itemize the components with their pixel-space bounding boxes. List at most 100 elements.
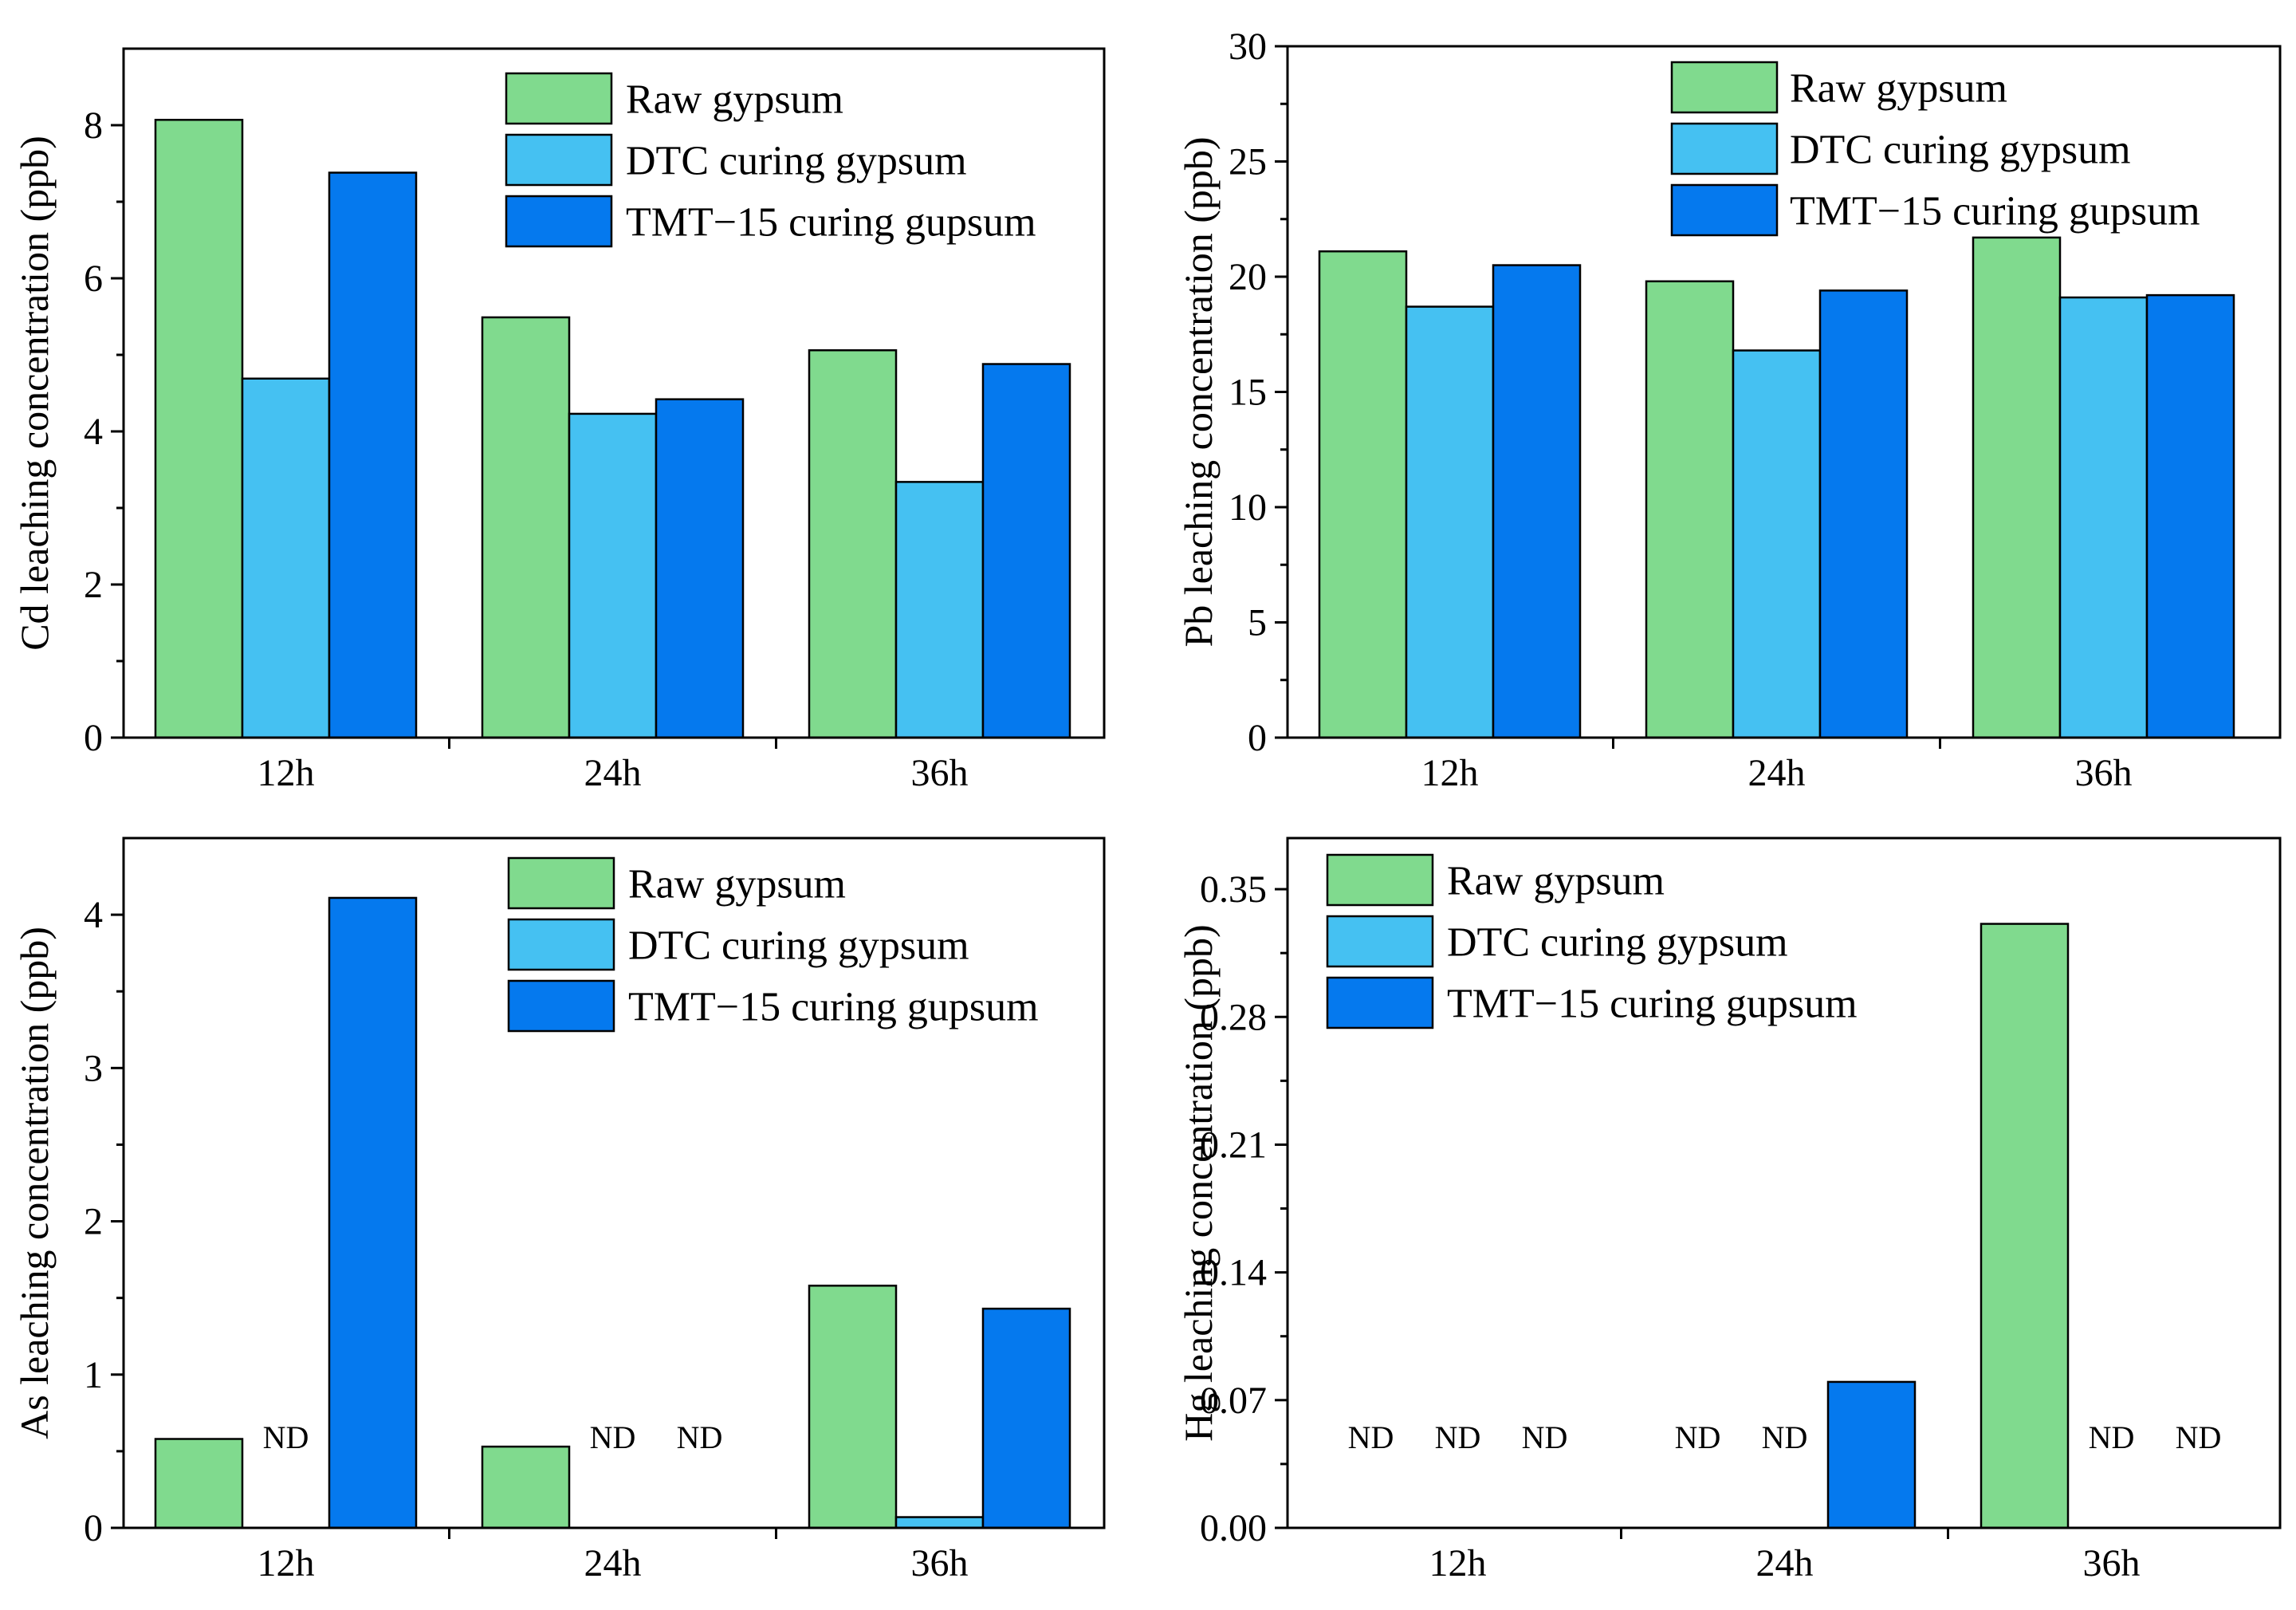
y-tick-label: 30 bbox=[1229, 26, 1267, 68]
legend-label-raw: Raw gypsum bbox=[1790, 66, 2007, 112]
bar-raw-12h bbox=[1318, 250, 1408, 739]
legend-swatch-raw bbox=[505, 72, 613, 125]
legend-label-tmt: TMT−15 curing gupsum bbox=[1790, 189, 2200, 234]
legend-swatch-tmt bbox=[505, 195, 613, 248]
x-tick-label-36h: 36h bbox=[911, 1542, 969, 1584]
plot-frame bbox=[1286, 836, 2282, 1529]
plot-frame bbox=[122, 47, 1106, 739]
y-tick-label: 0.07 bbox=[1200, 1380, 1267, 1422]
legend-label-dtc: DTC curing gypsum bbox=[1447, 920, 1788, 966]
y-axis-title: Hg leaching concentration (ppb) bbox=[1176, 924, 1221, 1441]
y-tick-label: 15 bbox=[1229, 372, 1267, 414]
y-tick-label: 4 bbox=[84, 894, 103, 936]
legend-label-raw: Raw gypsum bbox=[628, 862, 846, 907]
bar-tmt-36h bbox=[2145, 293, 2235, 739]
bar-raw-12h bbox=[154, 119, 244, 739]
y-tick-label: 0 bbox=[84, 1507, 103, 1549]
x-tick-label-24h: 24h bbox=[584, 1542, 642, 1584]
y-tick-label: 2 bbox=[84, 564, 103, 606]
chart-panel-1: 0 2 4 6 8 12h 24h 36h Cd leaching concentration … bbox=[12, 47, 1106, 794]
bar-raw-24h bbox=[481, 316, 571, 739]
bar-raw-12h bbox=[154, 1438, 244, 1529]
bar-raw-36h bbox=[808, 348, 898, 739]
x-tick-label-24h: 24h bbox=[584, 752, 642, 794]
y-tick-label: 0 bbox=[1248, 717, 1267, 759]
x-tick-label-24h: 24h bbox=[1756, 1542, 1814, 1584]
bar-dtc-24h bbox=[568, 412, 658, 739]
y-tick-label: 0.28 bbox=[1200, 996, 1267, 1038]
legend-swatch-dtc bbox=[507, 918, 615, 971]
y-tick-label: 2 bbox=[84, 1201, 103, 1243]
legend-label-dtc: DTC curing gypsum bbox=[628, 923, 969, 969]
bar-raw-36h bbox=[1972, 236, 2062, 739]
bar-tmt-24h bbox=[1818, 289, 1909, 739]
bar-dtc-36h bbox=[894, 1516, 985, 1529]
y-tick-label: 25 bbox=[1229, 141, 1267, 183]
y-tick-label: 5 bbox=[1248, 602, 1267, 644]
legend-swatch-dtc bbox=[1326, 915, 1434, 968]
bar-dtc-12h bbox=[1405, 305, 1495, 739]
bar-tmt-36h bbox=[981, 363, 1071, 739]
nd-label-tmt-12h: ND bbox=[1522, 1419, 1568, 1455]
bar-dtc-12h bbox=[241, 377, 331, 739]
bar-tmt-12h bbox=[328, 896, 418, 1529]
nd-label-dtc-36h: ND bbox=[2089, 1419, 2135, 1455]
y-tick-label: 8 bbox=[84, 104, 103, 147]
legend-label-tmt: TMT−15 curing gupsum bbox=[628, 985, 1039, 1030]
x-tick-label-12h: 12h bbox=[258, 1542, 315, 1584]
legend-label-raw: Raw gypsum bbox=[1447, 859, 1665, 904]
y-tick-label: 0.00 bbox=[1200, 1507, 1267, 1549]
x-tick-label-24h: 24h bbox=[1748, 752, 1806, 794]
legend-swatch-tmt bbox=[1326, 976, 1434, 1029]
nd-label-tmt-24h: ND bbox=[677, 1419, 723, 1455]
y-tick-label: 20 bbox=[1229, 256, 1267, 298]
legend-label-dtc: DTC curing gypsum bbox=[1790, 128, 2131, 173]
legend-label-dtc: DTC curing gypsum bbox=[626, 139, 967, 184]
nd-label-tmt-36h: ND bbox=[2176, 1419, 2222, 1455]
nd-label-dtc-12h: ND bbox=[1435, 1419, 1481, 1455]
bar-raw-24h bbox=[1645, 280, 1735, 739]
bar-tmt-36h bbox=[981, 1307, 1071, 1529]
y-tick-label: 0.35 bbox=[1200, 868, 1267, 911]
nd-label-dtc-24h: ND bbox=[1762, 1419, 1808, 1455]
y-axis-title: Cd leaching concentration (ppb) bbox=[12, 136, 57, 651]
chart-panel-3: ND ND ND 0 1 2 3 4 12h 24h 36h As leaching concentr… bbox=[12, 836, 1106, 1584]
bar-dtc-36h bbox=[2058, 296, 2149, 739]
legend-swatch-dtc bbox=[1670, 122, 1779, 175]
chart-panel-4: ND ND ND ND ND ND ND 0.00 0.07 0.14 0.21 0.28 0.35 12… bbox=[1176, 836, 2282, 1584]
legend-swatch-raw bbox=[507, 856, 615, 910]
legend-swatch-tmt bbox=[1670, 183, 1779, 237]
legend-label-raw: Raw gypsum bbox=[626, 77, 843, 123]
y-axis-title: Pb leaching concentration (ppb) bbox=[1176, 136, 1221, 647]
bar-tmt-12h bbox=[328, 171, 418, 739]
legend-label-tmt: TMT−15 curing gupsum bbox=[1447, 982, 1858, 1027]
bar-tmt-12h bbox=[1492, 264, 1582, 739]
legend-label-tmt: TMT−15 curing gupsum bbox=[626, 200, 1036, 246]
y-tick-label: 0.14 bbox=[1200, 1252, 1267, 1294]
x-tick-label-12h: 12h bbox=[1429, 1542, 1487, 1584]
y-tick-label: 0.21 bbox=[1200, 1124, 1267, 1166]
y-tick-label: 10 bbox=[1229, 486, 1267, 529]
nd-label-dtc-24h: ND bbox=[590, 1419, 636, 1455]
legend-swatch-raw bbox=[1326, 853, 1434, 907]
legend-swatch-raw bbox=[1670, 61, 1779, 114]
x-tick-label-36h: 36h bbox=[2075, 752, 2133, 794]
y-tick-label: 0 bbox=[84, 717, 103, 759]
bar-dtc-24h bbox=[1732, 349, 1822, 739]
bar-tmt-24h bbox=[655, 398, 745, 739]
y-tick-label: 3 bbox=[84, 1047, 103, 1089]
chart-panel-2: 0 5 10 15 20 25 30 12h 24h 36h Pb leaching concent… bbox=[1176, 26, 2282, 794]
x-tick-label-36h: 36h bbox=[911, 752, 969, 794]
nd-label-dtc-12h: ND bbox=[263, 1419, 309, 1455]
legend-swatch-tmt bbox=[507, 979, 615, 1033]
y-tick-label: 1 bbox=[84, 1354, 103, 1396]
x-tick-label-12h: 12h bbox=[258, 752, 315, 794]
bar-dtc-36h bbox=[894, 481, 985, 739]
plot-frame bbox=[122, 836, 1106, 1529]
x-tick-label-36h: 36h bbox=[2083, 1542, 2141, 1584]
bar-raw-36h bbox=[808, 1285, 898, 1529]
y-tick-label: 4 bbox=[84, 411, 103, 453]
nd-label-raw-24h: ND bbox=[1675, 1419, 1721, 1455]
nd-label-raw-12h: ND bbox=[1348, 1419, 1394, 1455]
